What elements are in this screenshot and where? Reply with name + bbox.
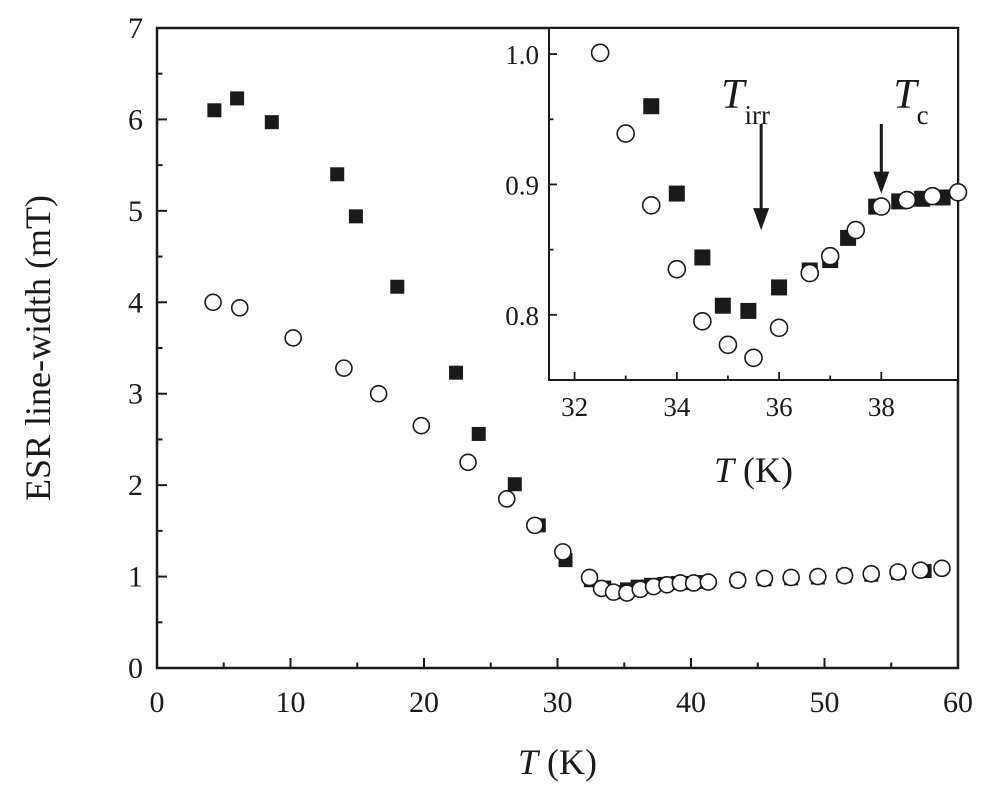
main-filled-square-point bbox=[449, 365, 464, 380]
inset-open-circle-point bbox=[820, 246, 840, 266]
inset-x-tick-label: 32 bbox=[561, 392, 588, 422]
inset-filled-square-point bbox=[668, 185, 685, 202]
main-open-circle-point bbox=[554, 543, 572, 561]
inset-open-circle-point bbox=[769, 318, 789, 338]
main-x-tick-label: 50 bbox=[810, 686, 840, 719]
inset-x-tick-label: 34 bbox=[663, 392, 691, 422]
main-filled-square-point bbox=[330, 167, 345, 182]
main-open-circle-point bbox=[580, 568, 599, 587]
inset-open-circle-point bbox=[872, 197, 891, 216]
main-filled-square-point bbox=[207, 103, 222, 118]
inset-open-circle-point bbox=[897, 190, 917, 210]
main-y-axis-title: ESR line-width (mT) bbox=[18, 195, 58, 501]
main-x-axis-unit: (K) bbox=[538, 742, 597, 782]
inset-open-circle-point bbox=[590, 43, 610, 63]
inset-x-axis-unit: (K) bbox=[734, 450, 793, 490]
inset-filled-square-point bbox=[714, 297, 731, 314]
main-x-tick-label: 0 bbox=[150, 686, 165, 719]
inset-open-circle-point bbox=[616, 124, 635, 143]
main-open-circle-point bbox=[835, 566, 854, 585]
main-x-tick-label: 30 bbox=[543, 686, 573, 719]
main-open-circle-point bbox=[284, 329, 302, 347]
main-open-circle-point bbox=[684, 574, 703, 592]
main-x-tick-label: 10 bbox=[276, 686, 306, 719]
main-y-tick-label: 5 bbox=[128, 195, 143, 228]
inset-annotation-symbol: T bbox=[721, 72, 747, 118]
inset-annotation-subscript: irr bbox=[745, 100, 770, 130]
main-y-tick-label: 6 bbox=[128, 103, 143, 136]
main-filled-square-point bbox=[264, 115, 279, 130]
main-y-tick-label: 4 bbox=[128, 286, 143, 319]
main-open-circle-point bbox=[809, 567, 827, 586]
main-open-circle-point bbox=[911, 561, 930, 579]
inset-filled-square-point bbox=[643, 98, 660, 115]
main-open-circle-point bbox=[497, 490, 516, 508]
main-open-circle-point bbox=[862, 565, 881, 583]
inset-filled-square-point bbox=[740, 302, 757, 319]
inset-annotation-subscript: c bbox=[917, 100, 929, 130]
main-open-circle-point bbox=[204, 293, 222, 312]
inset-x-axis-var: T bbox=[714, 450, 737, 490]
main-x-tick-label: 60 bbox=[943, 686, 973, 719]
inset-open-circle-point bbox=[693, 312, 712, 331]
inset-open-circle-point bbox=[641, 196, 661, 215]
main-x-tick-label: 20 bbox=[409, 686, 439, 719]
main-filled-square-point bbox=[390, 279, 405, 294]
inset-filled-square-point bbox=[694, 249, 711, 266]
inset-annotation-arrow-head bbox=[753, 208, 770, 231]
inset-open-circle-point bbox=[667, 259, 687, 279]
main-y-tick-label: 3 bbox=[128, 378, 143, 411]
main-open-circle-point bbox=[459, 453, 477, 472]
main-filled-square-point bbox=[230, 91, 245, 106]
inset-filled-square-point bbox=[771, 279, 788, 296]
inset-annotation-arrow-head bbox=[873, 171, 890, 194]
main-open-circle-point bbox=[755, 569, 774, 588]
inset-x-axis-title: T (K) bbox=[714, 450, 793, 490]
inset-open-circle-point bbox=[800, 263, 820, 283]
main-x-axis-title: T (K) bbox=[518, 742, 597, 782]
main-filled-square-point bbox=[348, 209, 363, 224]
main-open-circle-point bbox=[369, 384, 388, 403]
main-open-circle-point bbox=[889, 563, 907, 581]
main-filled-square-point bbox=[507, 477, 522, 492]
main-y-tick-label: 1 bbox=[128, 561, 143, 594]
inset-annotation-symbol: T bbox=[893, 72, 919, 118]
main-y-tick-label: 7 bbox=[128, 12, 143, 45]
main-open-circle-point bbox=[699, 573, 718, 591]
main-x-axis-var: T bbox=[518, 742, 541, 782]
main-open-circle-point bbox=[412, 416, 431, 435]
main-open-circle-point bbox=[782, 568, 800, 587]
inset-plot: 32 34 36 380.80.91.0T (K)Tirr Tc bbox=[505, 27, 968, 490]
inset-annotation-label: Tirr bbox=[721, 72, 770, 130]
inset-y-tick-label: 1.0 bbox=[505, 40, 539, 70]
main-y-tick-label: 0 bbox=[128, 652, 143, 685]
main-x-tick-label: 40 bbox=[676, 686, 706, 719]
main-filled-square-point bbox=[471, 426, 486, 441]
inset-x-tick-label: 36 bbox=[766, 392, 793, 422]
main-open-circle-point bbox=[933, 559, 951, 578]
main-open-circle-point bbox=[728, 571, 747, 590]
main-open-circle-point bbox=[526, 516, 544, 535]
inset-open-circle-point bbox=[744, 348, 763, 368]
main-y-tick-label: 2 bbox=[128, 469, 143, 502]
main-open-circle-point bbox=[335, 359, 353, 377]
main-open-circle-point bbox=[230, 298, 249, 317]
inset-y-tick-label: 0.9 bbox=[505, 170, 539, 200]
inset-open-circle-point bbox=[948, 182, 968, 202]
inset-x-tick-label: 38 bbox=[868, 392, 895, 422]
inset-open-circle-point bbox=[718, 335, 738, 355]
inset-y-tick-label: 0.8 bbox=[505, 301, 539, 331]
inset-annotation-label: Tc bbox=[893, 72, 928, 130]
inset-open-circle-point bbox=[923, 186, 942, 206]
inset-open-circle-point bbox=[846, 220, 866, 240]
